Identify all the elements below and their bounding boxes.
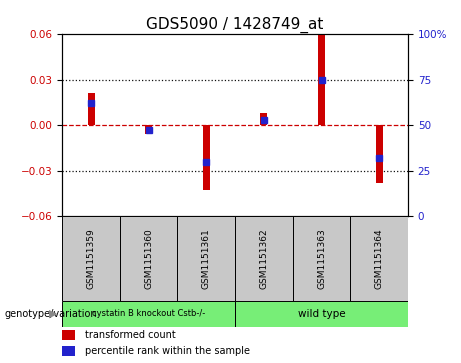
Bar [318,34,325,125]
Text: ▶: ▶ [49,309,57,319]
Bar [260,113,267,125]
Text: percentile rank within the sample: percentile rank within the sample [85,346,250,356]
FancyBboxPatch shape [235,216,293,301]
Text: GSM1151362: GSM1151362 [260,228,268,289]
Bar [62,346,75,356]
FancyBboxPatch shape [235,301,408,327]
Text: wild type: wild type [298,309,345,319]
FancyBboxPatch shape [62,301,235,327]
Bar [145,125,152,134]
Bar [203,125,210,190]
FancyBboxPatch shape [293,216,350,301]
Text: transformed count: transformed count [85,330,176,340]
Text: GSM1151361: GSM1151361 [202,228,211,289]
Text: cystatin B knockout Cstb-/-: cystatin B knockout Cstb-/- [92,310,205,318]
Bar [62,330,75,340]
FancyBboxPatch shape [62,216,120,301]
Bar [376,125,383,183]
Text: GSM1151360: GSM1151360 [144,228,153,289]
FancyBboxPatch shape [177,216,235,301]
Text: GSM1151363: GSM1151363 [317,228,326,289]
Bar [88,94,95,125]
Text: genotype/variation: genotype/variation [5,309,97,319]
FancyBboxPatch shape [350,216,408,301]
Text: GSM1151364: GSM1151364 [375,228,384,289]
FancyBboxPatch shape [120,216,177,301]
Text: GSM1151359: GSM1151359 [87,228,95,289]
Title: GDS5090 / 1428749_at: GDS5090 / 1428749_at [147,17,324,33]
